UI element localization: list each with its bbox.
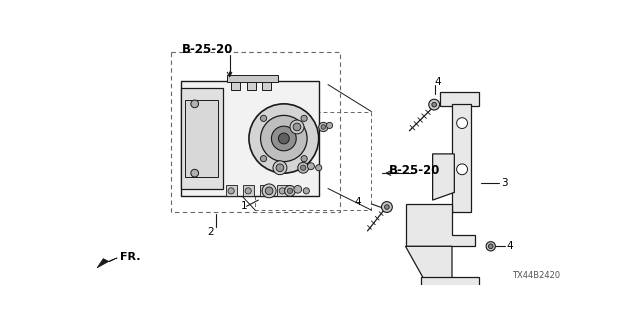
Circle shape — [228, 188, 234, 194]
Circle shape — [262, 184, 276, 198]
Circle shape — [486, 242, 495, 251]
Circle shape — [271, 126, 296, 151]
Circle shape — [294, 186, 301, 193]
Text: B-25-20: B-25-20 — [388, 164, 440, 177]
Circle shape — [260, 156, 267, 162]
Bar — [255, 112, 371, 210]
Bar — [180, 81, 319, 196]
Circle shape — [273, 161, 287, 175]
Circle shape — [316, 165, 322, 171]
Text: TX44B2420: TX44B2420 — [513, 271, 561, 280]
Circle shape — [303, 188, 309, 194]
Polygon shape — [406, 246, 452, 281]
Text: 4: 4 — [355, 197, 362, 207]
Text: 4: 4 — [506, 241, 513, 251]
Circle shape — [249, 104, 319, 173]
Circle shape — [279, 188, 285, 194]
Text: 4: 4 — [434, 77, 440, 87]
Bar — [260, 186, 271, 196]
Circle shape — [276, 164, 284, 172]
Circle shape — [293, 123, 301, 131]
Circle shape — [191, 100, 198, 108]
Bar — [243, 186, 253, 196]
Text: 1: 1 — [241, 201, 248, 211]
Polygon shape — [433, 154, 454, 200]
Text: 3: 3 — [502, 178, 508, 188]
Circle shape — [285, 186, 296, 196]
Circle shape — [262, 188, 268, 194]
Circle shape — [301, 115, 307, 121]
Bar — [227, 75, 278, 82]
Circle shape — [278, 133, 289, 144]
Polygon shape — [97, 258, 117, 268]
Circle shape — [321, 124, 326, 129]
Circle shape — [298, 162, 308, 173]
Circle shape — [326, 122, 333, 129]
Bar — [186, 100, 218, 177]
Polygon shape — [406, 204, 476, 246]
Text: B-25-20: B-25-20 — [182, 44, 234, 56]
Text: FR.: FR. — [120, 252, 141, 262]
Bar — [231, 81, 241, 90]
Circle shape — [301, 165, 306, 171]
Circle shape — [245, 188, 252, 194]
Circle shape — [265, 187, 273, 195]
Bar — [277, 186, 288, 196]
Circle shape — [457, 164, 467, 175]
Bar — [180, 88, 223, 188]
Circle shape — [385, 205, 389, 209]
Circle shape — [287, 188, 292, 194]
Circle shape — [319, 122, 328, 132]
Circle shape — [191, 169, 198, 177]
Bar — [262, 81, 271, 90]
Circle shape — [488, 244, 493, 249]
Polygon shape — [452, 104, 472, 212]
Circle shape — [301, 156, 307, 162]
Circle shape — [260, 115, 267, 121]
Polygon shape — [421, 277, 479, 291]
Circle shape — [457, 118, 467, 129]
Circle shape — [307, 163, 314, 170]
Polygon shape — [440, 92, 479, 106]
Bar — [246, 81, 256, 90]
Bar — [226, 186, 237, 196]
Text: 2: 2 — [207, 228, 214, 237]
Circle shape — [260, 116, 307, 162]
Circle shape — [290, 120, 304, 134]
Bar — [172, 52, 340, 212]
Circle shape — [429, 99, 440, 110]
Circle shape — [381, 202, 392, 212]
Circle shape — [432, 102, 436, 107]
